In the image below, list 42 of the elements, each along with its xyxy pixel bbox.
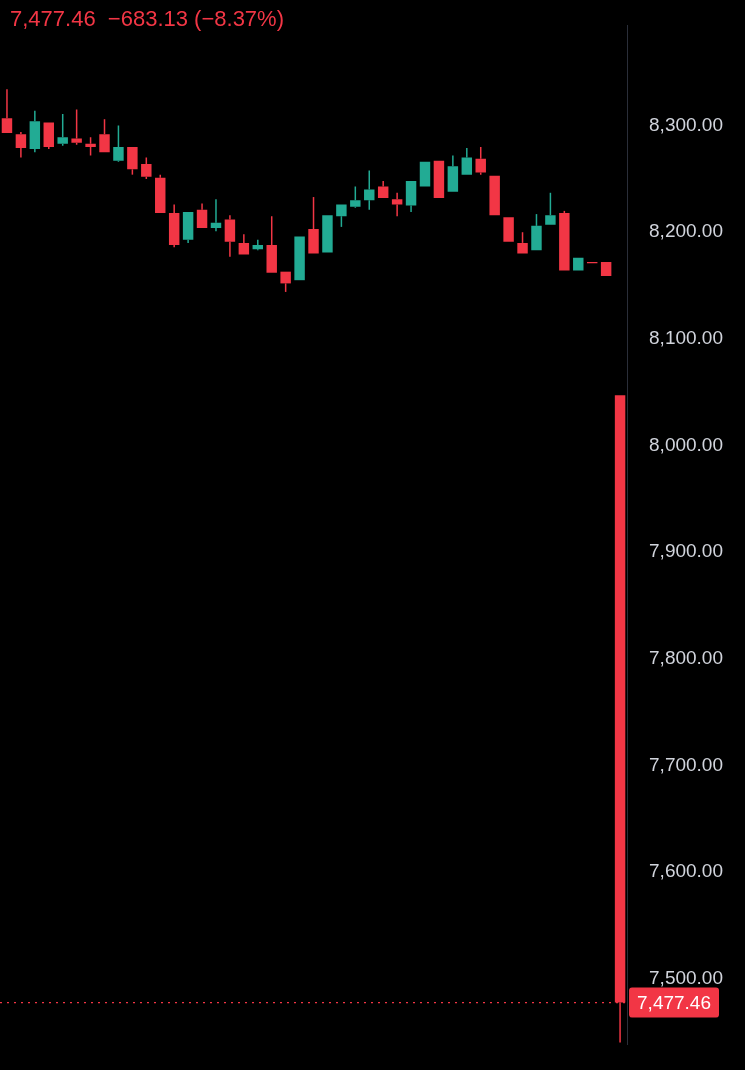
y-tick-label: 8,100.00	[649, 327, 724, 349]
candlestick	[447, 154, 459, 192]
y-tick-label: 7,900.00	[649, 540, 724, 562]
candlestick	[489, 175, 500, 216]
candlestick	[168, 203, 180, 248]
candlestick	[224, 214, 236, 258]
y-tick-label: 8,000.00	[649, 433, 724, 455]
candlestick	[29, 109, 41, 154]
candlestick	[238, 233, 250, 255]
candlestick	[1, 88, 13, 134]
candlestick	[377, 180, 389, 199]
candlestick	[614, 395, 626, 1044]
candlestick	[600, 262, 612, 276]
candlestick	[182, 211, 194, 244]
y-tick-label: 7,700.00	[649, 753, 724, 775]
ref-line-label: 7,477.46	[637, 991, 712, 1013]
candlestick	[322, 215, 333, 253]
y-tick-label: 8,200.00	[649, 220, 724, 242]
candlestick	[155, 173, 166, 214]
y-tick-label: 8,300.00	[649, 113, 724, 135]
candlestick	[405, 181, 417, 213]
candlestick	[15, 131, 27, 159]
y-tick-label: 7,800.00	[649, 646, 724, 668]
candlestick	[43, 122, 54, 150]
y-tick-label: 7,600.00	[649, 860, 724, 882]
candlestick	[113, 124, 124, 161]
candlestick	[57, 113, 68, 147]
candlestick	[461, 147, 473, 175]
candlestick	[364, 169, 375, 211]
candlestick	[391, 192, 403, 217]
candlestick	[503, 217, 514, 242]
candlestick	[573, 257, 584, 271]
candlestick	[196, 202, 208, 228]
candlestick	[545, 192, 556, 225]
candlestick	[433, 160, 445, 199]
candlestick	[419, 161, 431, 187]
candlestick	[308, 196, 319, 254]
y-tick-label: 7,500.00	[649, 966, 724, 988]
candlestick	[294, 236, 305, 281]
candlestick	[266, 215, 277, 273]
chart-title: 7,477.46 −683.13 (−8.37%)	[10, 6, 284, 32]
candlestick	[71, 108, 82, 146]
